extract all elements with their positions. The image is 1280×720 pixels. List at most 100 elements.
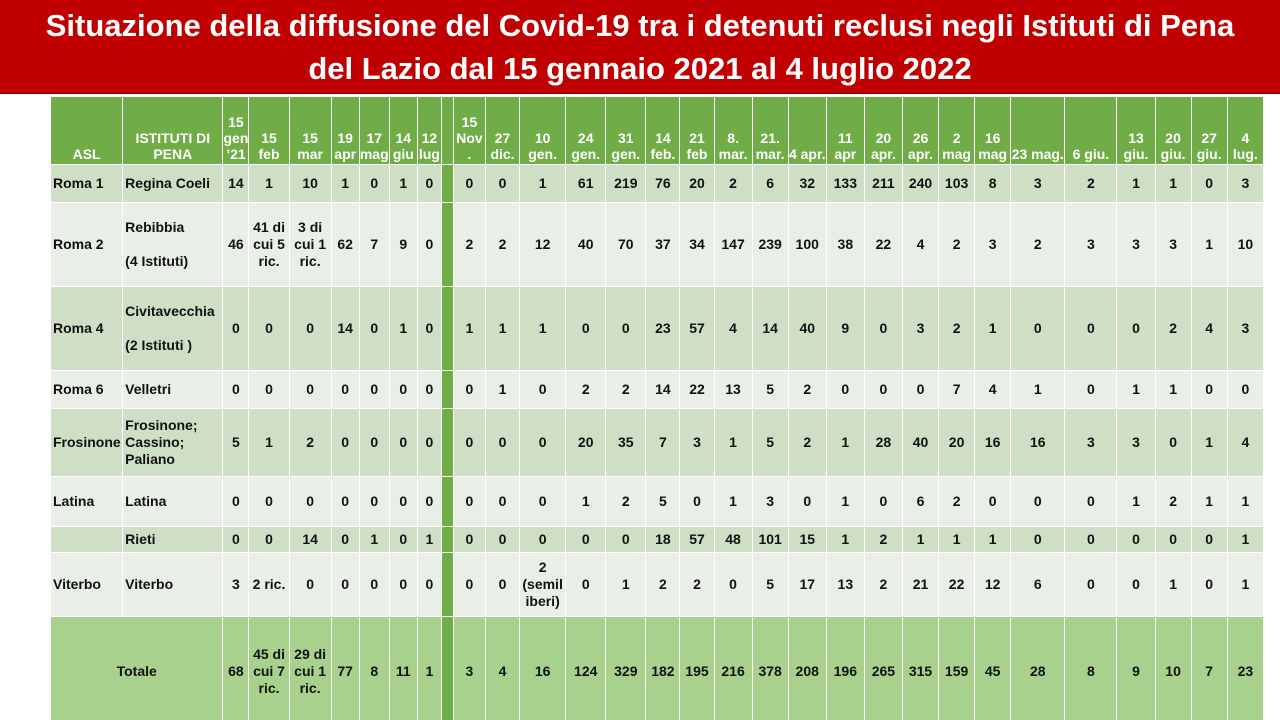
header-date: 27 giu. (1190, 96, 1228, 165)
title-line-2: del Lazio dal 15 gennaio 2021 al 4 lugli… (308, 50, 972, 86)
header-date: 17 mag (358, 96, 390, 165)
total-label: Totale (50, 616, 224, 720)
istituto-name: Latina (125, 493, 167, 509)
asl-cell: Roma 4 (50, 286, 124, 371)
value-cell: 5 (751, 552, 789, 617)
value-cell: 0 (484, 526, 521, 553)
value-cell: 1 (484, 286, 521, 371)
istituto-cell: Frosinone; Cassino; Paliano (122, 408, 224, 477)
value-cell: 35 (605, 408, 647, 477)
value-cell: 15 (787, 526, 827, 553)
value-cell: 28 (863, 408, 903, 477)
value-cell: 1 (565, 476, 607, 527)
header-date: 16 mag (974, 96, 1012, 165)
value-cell: 1 (974, 286, 1012, 371)
total-value: 315 (901, 616, 940, 720)
value-cell: 0 (416, 370, 442, 409)
column-separator (440, 96, 454, 165)
value-cell: 41 di cui 5 ric. (248, 202, 290, 287)
istituto-name: Velletri (125, 381, 172, 397)
value-cell: 1 (1154, 552, 1192, 617)
value-cell: 10 (1226, 202, 1264, 287)
total-value: 16 (519, 616, 567, 720)
value-cell: 4 (713, 286, 753, 371)
total-value: 4 (484, 616, 521, 720)
value-cell: 0 (565, 526, 607, 553)
value-cell: 0 (1010, 526, 1066, 553)
value-cell: 3 (751, 476, 789, 527)
value-cell: 0 (288, 476, 332, 527)
istituto-cell: Velletri (122, 370, 224, 409)
value-cell: 1 (1190, 476, 1228, 527)
value-cell: 18 (645, 526, 681, 553)
value-cell: 147 (713, 202, 753, 287)
column-separator (440, 164, 454, 203)
value-cell: 14 (222, 164, 250, 203)
total-value: 9 (1116, 616, 1156, 720)
istituto-cell: Latina (122, 476, 224, 527)
value-cell: 0 (863, 476, 903, 527)
value-cell: 0 (863, 286, 903, 371)
value-cell: 1 (825, 476, 865, 527)
value-cell: 48 (713, 526, 753, 553)
value-cell: 2 (863, 552, 903, 617)
total-value: 216 (713, 616, 753, 720)
header-date: 27 dic. (484, 96, 521, 165)
value-cell: 23 (645, 286, 681, 371)
value-cell: 0 (1154, 408, 1192, 477)
value-cell: 8 (974, 164, 1012, 203)
value-cell: 0 (1010, 476, 1066, 527)
value-cell: 0 (1226, 370, 1264, 409)
value-cell: 0 (1190, 526, 1228, 553)
value-cell: 3 (222, 552, 250, 617)
value-cell: 2 (787, 408, 827, 477)
value-cell: 1 (519, 286, 567, 371)
value-cell: 14 (288, 526, 332, 553)
value-cell: 57 (679, 286, 715, 371)
value-cell: 17 (787, 552, 827, 617)
header-date: 4 lug. (1226, 96, 1264, 165)
value-cell: 1 (974, 526, 1012, 553)
value-cell: 12 (974, 552, 1012, 617)
value-cell: 0 (330, 476, 360, 527)
value-cell: 3 (1116, 408, 1156, 477)
value-cell: 7 (645, 408, 681, 477)
value-cell: 34 (679, 202, 715, 287)
value-cell: 0 (288, 286, 332, 371)
value-cell: 0 (330, 552, 360, 617)
value-cell: 2 (452, 202, 486, 287)
value-cell: 0 (565, 552, 607, 617)
header-date: 15 gen ’21 (222, 96, 250, 165)
total-value: 29 di cui 1 ric. (288, 616, 332, 720)
value-cell: 0 (416, 408, 442, 477)
header-date: 11 apr (825, 96, 865, 165)
value-cell: 0 (388, 526, 418, 553)
value-cell: 0 (222, 370, 250, 409)
value-cell: 1 (901, 526, 940, 553)
value-cell: 1 (1190, 408, 1228, 477)
value-cell: 1 (1226, 476, 1264, 527)
total-value: 45 di cui 7 ric. (248, 616, 290, 720)
value-cell: 2 (1154, 476, 1192, 527)
header-date: 4 apr. (787, 96, 827, 165)
asl-cell: Viterbo (50, 552, 124, 617)
asl-cell: Roma 6 (50, 370, 124, 409)
value-cell: 240 (901, 164, 940, 203)
value-cell: 0 (1154, 526, 1192, 553)
value-cell: 0 (605, 526, 647, 553)
total-value: 182 (645, 616, 681, 720)
value-cell: 2 (863, 526, 903, 553)
asl-cell (50, 526, 124, 553)
value-cell: 0 (222, 476, 250, 527)
table-row: Latina Latina 0 0 0 0 0 0 0 0 0 0 1 2 5 0 1 3 0 1 0 6 2 0 0 0 1 2 1 1 (50, 476, 1264, 527)
value-cell: 2 ric. (248, 552, 290, 617)
value-cell: 0 (248, 526, 290, 553)
value-cell: 0 (358, 370, 390, 409)
value-cell: 0 (358, 552, 390, 617)
value-cell: 1 (484, 370, 521, 409)
total-value: 195 (679, 616, 715, 720)
value-cell: 3 (1226, 164, 1264, 203)
value-cell: 22 (679, 370, 715, 409)
table-row: Viterbo Viterbo 3 2 ric. 0 0 0 0 0 0 0 2 (semil ibe… (50, 552, 1264, 617)
value-cell: 0 (222, 286, 250, 371)
